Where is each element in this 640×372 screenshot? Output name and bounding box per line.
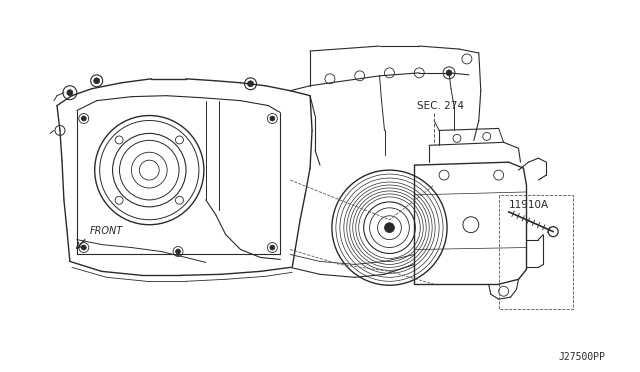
Circle shape (93, 78, 100, 84)
Circle shape (270, 245, 275, 250)
Circle shape (385, 223, 394, 232)
Circle shape (248, 81, 253, 87)
Text: SEC. 274: SEC. 274 (417, 100, 464, 110)
Circle shape (67, 90, 73, 96)
Circle shape (270, 116, 275, 121)
Circle shape (81, 116, 86, 121)
Text: 11910A: 11910A (509, 200, 548, 210)
Text: J27500PP: J27500PP (559, 352, 606, 362)
Circle shape (446, 70, 452, 76)
Circle shape (175, 249, 180, 254)
Circle shape (81, 245, 86, 250)
Text: FRONT: FRONT (90, 226, 123, 235)
